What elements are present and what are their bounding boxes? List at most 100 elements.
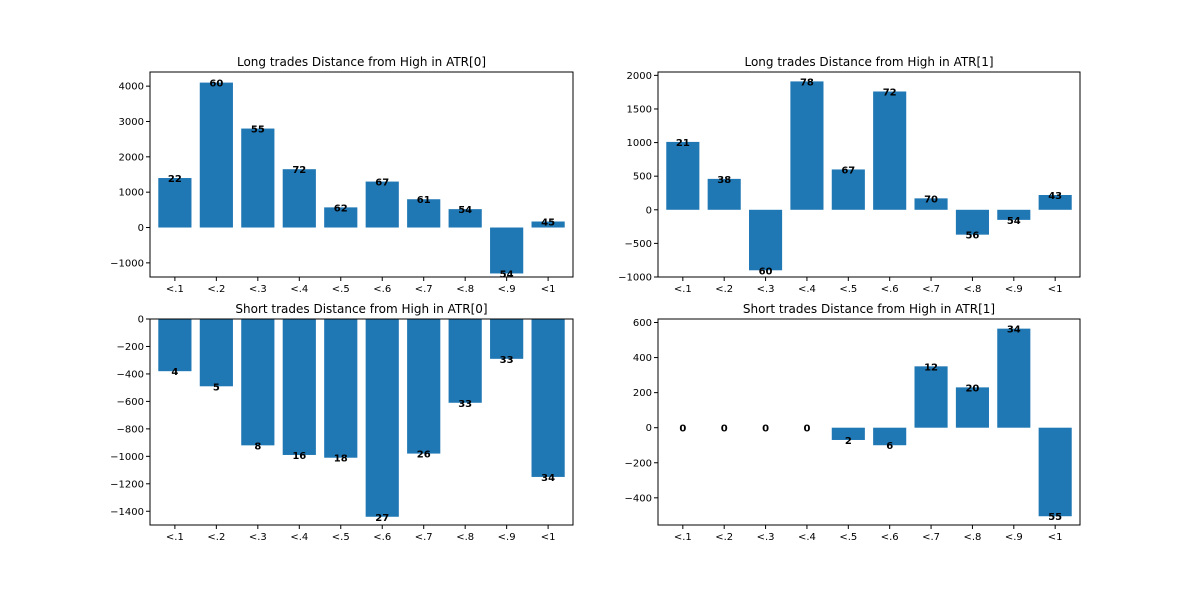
x-tick-label: <.6 (373, 532, 391, 543)
data-label: 0 (679, 424, 686, 435)
data-label: 61 (417, 195, 431, 206)
y-tick-label: 0 (646, 205, 652, 216)
x-tick-label: <.5 (332, 284, 350, 295)
y-tick-label: 3000 (119, 117, 144, 128)
bar (666, 141, 700, 210)
bar (324, 207, 358, 228)
y-tick-label: 1500 (627, 104, 652, 115)
y-tick-label: 0 (138, 315, 144, 326)
chart-short-atr1: Short trades Distance from High in ATR[1… (625, 302, 1081, 543)
bar (282, 319, 316, 455)
data-label: 27 (375, 513, 389, 524)
data-label: 12 (924, 362, 938, 373)
bar (407, 199, 441, 228)
x-tick-label: <.6 (881, 284, 899, 295)
data-label: 26 (417, 450, 431, 461)
x-tick-label: <.8 (963, 284, 981, 295)
y-tick-label: 0 (138, 223, 144, 234)
chart-title: Short trades Distance from High in ATR[1… (743, 302, 995, 316)
chart-long-atr1: Long trades Distance from High in ATR[1]… (618, 55, 1081, 295)
bar (241, 319, 275, 446)
axes-frame (657, 318, 1081, 526)
bar (873, 427, 907, 446)
x-tick-label: <.1 (674, 532, 692, 543)
y-tick-label: −800 (117, 424, 144, 435)
chart-title: Long trades Distance from High in ATR[1] (744, 55, 993, 69)
y-tick-label: −1400 (110, 507, 144, 518)
data-label: 55 (1048, 512, 1062, 523)
data-label: 0 (762, 424, 769, 435)
data-label: 78 (800, 77, 814, 88)
bar (448, 319, 482, 403)
x-tick-label: <.4 (798, 284, 816, 295)
y-tick-label: −400 (117, 369, 144, 380)
data-label: 0 (721, 424, 728, 435)
chart-short-atr0: Short trades Distance from High in ATR[0… (110, 302, 574, 543)
bar (914, 198, 948, 210)
y-tick-label: 1000 (627, 138, 652, 149)
axes-frame (657, 71, 1081, 278)
bar (531, 221, 565, 228)
data-label: 2 (845, 436, 852, 447)
bar (873, 91, 907, 210)
chart-long-atr0: Long trades Distance from High in ATR[0]… (110, 55, 574, 295)
data-label: 67 (375, 178, 389, 189)
data-label: 60 (209, 79, 223, 90)
y-tick-label: −200 (625, 458, 652, 469)
x-tick-label: <.8 (456, 532, 474, 543)
x-tick-label: <.2 (715, 532, 733, 543)
x-tick-label: <.7 (415, 284, 433, 295)
x-tick-label: <.7 (415, 532, 433, 543)
bar (707, 178, 741, 210)
x-tick-label: <.9 (1005, 532, 1023, 543)
y-tick-label: 2000 (627, 71, 652, 82)
bar (955, 209, 989, 235)
data-label: 34 (1007, 325, 1021, 336)
x-tick-label: <.1 (166, 532, 184, 543)
data-label: 6 (886, 441, 893, 452)
x-tick-label: <.1 (674, 284, 692, 295)
x-tick-label: <.4 (290, 284, 308, 295)
bar (790, 81, 824, 210)
y-tick-label: 500 (633, 172, 652, 183)
bar (831, 169, 865, 210)
y-tick-label: 400 (633, 353, 652, 364)
data-label: 43 (1048, 191, 1062, 202)
bar (490, 319, 524, 359)
data-label: 33 (500, 355, 514, 366)
bar (997, 328, 1031, 428)
x-tick-label: <.6 (881, 532, 899, 543)
x-tick-label: <.6 (373, 284, 391, 295)
bar (407, 319, 441, 454)
data-label: 55 (251, 125, 265, 136)
x-tick-label: <1 (1048, 532, 1063, 543)
data-label: 34 (541, 473, 555, 484)
x-tick-label: <1 (1048, 284, 1063, 295)
x-tick-label: <.9 (498, 532, 516, 543)
data-label: 45 (541, 218, 555, 229)
bar (241, 128, 275, 228)
y-tick-label: −1000 (110, 452, 144, 463)
y-tick-label: −600 (117, 397, 144, 408)
data-label: 4 (171, 367, 178, 378)
bar (1038, 195, 1072, 210)
data-label: 8 (254, 441, 261, 452)
bar (282, 169, 316, 228)
data-label: 72 (292, 165, 306, 176)
y-tick-label: −200 (117, 342, 144, 353)
x-tick-label: <.5 (332, 532, 350, 543)
y-tick-label: −1200 (110, 479, 144, 490)
data-label: 21 (676, 138, 690, 149)
bar (1038, 427, 1072, 517)
data-label: 22 (168, 174, 182, 185)
x-tick-label: <.4 (798, 532, 816, 543)
bar (749, 209, 783, 271)
y-tick-label: −400 (625, 493, 652, 504)
x-tick-label: <.2 (207, 284, 225, 295)
x-tick-label: <.3 (757, 532, 775, 543)
x-tick-label: <.1 (166, 284, 184, 295)
y-tick-label: −1000 (618, 273, 652, 284)
bar (531, 319, 565, 477)
bar (199, 82, 233, 228)
bar (158, 319, 192, 372)
